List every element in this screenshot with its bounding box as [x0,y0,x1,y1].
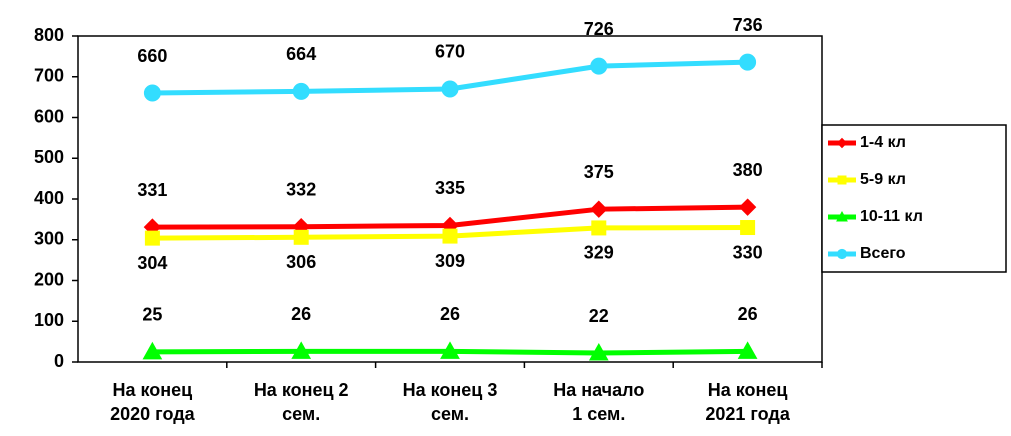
y-tick-label: 400 [34,188,64,208]
data-point [590,57,608,75]
data-point [291,341,312,359]
data-label: 332 [286,179,316,199]
data-point [292,82,310,100]
data-point [739,53,757,71]
data-point [144,230,160,246]
legend-marker [837,175,847,185]
data-point [588,343,609,361]
data-label: 306 [286,252,316,272]
legend-box [821,124,1007,273]
data-point [441,80,459,98]
data-label: 22 [589,306,609,326]
y-tick-label: 100 [34,310,64,330]
data-label: 309 [435,251,465,271]
data-point [591,220,607,236]
data-label: 26 [440,304,460,324]
data-point [142,341,163,360]
y-tick-label: 0 [54,351,64,371]
data-point [442,228,458,244]
x-tick-label: На начало 1 сем. [553,380,645,424]
x-tick-label: На конец 2 сем. [253,380,349,424]
data-point [293,229,309,245]
legend-label: 5-9 кл [860,171,906,188]
data-label: 670 [435,42,465,62]
y-tick-label: 300 [34,229,64,249]
data-point [143,84,161,102]
legend-marker [836,137,848,149]
data-label: 25 [142,305,162,325]
data-point [440,341,460,359]
legend-label: Всего [860,245,906,262]
data-point [590,200,608,218]
x-tick-label: На конец 2021 года [705,380,790,424]
data-point [737,341,758,359]
data-label: 26 [291,304,311,324]
y-tick-label: 800 [34,25,64,45]
y-tick-label: 200 [34,269,64,289]
data-label: 304 [137,253,167,273]
x-tick-label: На конец 2020 года [110,380,195,424]
data-label: 726 [584,19,614,39]
data-point [738,198,757,216]
legend-label: 10-11 кл [860,208,923,225]
data-label: 736 [733,15,763,35]
data-point [740,220,756,236]
y-tick-label: 500 [34,147,64,167]
y-tick-label: 700 [34,66,64,86]
data-label: 26 [738,304,758,324]
data-label: 664 [286,44,316,64]
data-label: 375 [584,162,614,182]
data-label: 660 [137,46,167,66]
data-label: 331 [137,180,167,200]
data-label: 329 [584,243,614,263]
legend-marker [836,248,848,260]
y-tick-label: 600 [34,106,64,126]
data-label: 380 [733,160,763,180]
data-label: 335 [435,178,465,198]
data-label: 330 [733,242,763,262]
x-tick-label: На конец 3 сем. [402,380,498,424]
legend-label: 1-4 кл [860,134,906,151]
legend-marker [836,210,848,222]
